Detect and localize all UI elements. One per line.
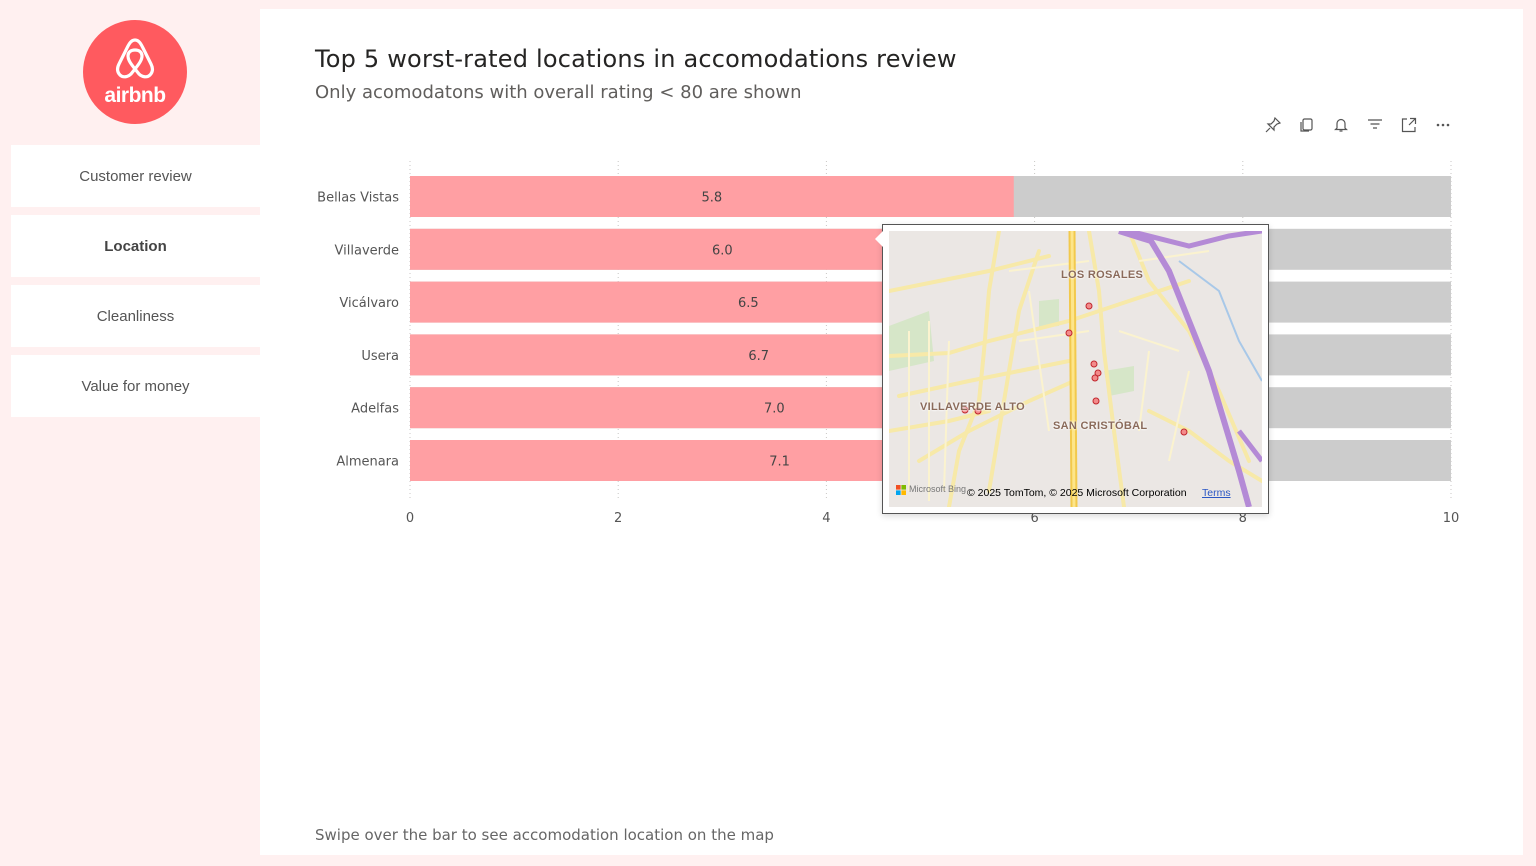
x-tick-label: 8: [1239, 511, 1247, 526]
filter-icon[interactable]: [1365, 115, 1385, 135]
category-label: Bellas Vistas: [317, 191, 399, 206]
copy-icon[interactable]: [1297, 115, 1317, 135]
data-label: 7.1: [769, 455, 790, 470]
microsoft-bing-text: Microsoft Bing: [909, 484, 967, 494]
category-label: Villaverde: [335, 243, 399, 258]
tooltip-pointer: [875, 231, 883, 247]
map-tiles: [889, 231, 1262, 507]
map-copyright: © 2025 TomTom, © 2025 Microsoft Corporat…: [967, 487, 1187, 499]
data-label: 5.8: [702, 191, 723, 206]
x-tick-label: 10: [1443, 511, 1460, 526]
data-label: 6.7: [748, 349, 769, 364]
map-label-san-cristobal: SAN CRISTÓBAL: [1053, 420, 1148, 432]
logo-text: airbnb: [104, 84, 166, 107]
sidebar: airbnb Customer review Location Cleanlin…: [0, 0, 260, 866]
map-label-villaverde-alto: VILLAVERDE ALTO: [920, 401, 1025, 413]
bell-icon[interactable]: [1331, 115, 1351, 135]
map-tooltip: LOS ROSALES VILLAVERDE ALTO SAN CRISTÓBA…: [875, 224, 1269, 514]
x-tick-label: 6: [1030, 511, 1038, 526]
nav-item-location[interactable]: Location: [11, 215, 260, 277]
map-terms-link[interactable]: Terms: [1202, 487, 1231, 499]
nav-item-value-for-money[interactable]: Value for money: [11, 355, 260, 417]
microsoft-logo-icon: [896, 485, 906, 495]
bar[interactable]: [410, 176, 1014, 217]
chart-subtitle: Only acomodatons with overall rating < 8…: [315, 82, 802, 103]
category-label: Vicálvaro: [339, 296, 399, 311]
visual-toolbar: [1263, 115, 1453, 135]
category-label: Almenara: [336, 455, 399, 470]
pin-icon[interactable]: [1263, 115, 1283, 135]
data-label: 6.5: [738, 296, 759, 311]
nav-item-cleanliness[interactable]: Cleanliness: [11, 285, 260, 347]
x-tick-label: 4: [822, 511, 830, 526]
data-label: 6.0: [712, 243, 733, 258]
more-options-icon[interactable]: [1433, 115, 1453, 135]
data-label: 7.0: [764, 402, 785, 417]
map-label-los-rosales: LOS ROSALES: [1061, 269, 1144, 281]
airbnb-logo[interactable]: airbnb: [83, 20, 187, 124]
nav-item-customer-review[interactable]: Customer review: [11, 145, 260, 207]
category-label: Usera: [361, 349, 399, 364]
location-map[interactable]: LOS ROSALES VILLAVERDE ALTO SAN CRISTÓBA…: [889, 231, 1262, 507]
x-tick-label: 0: [406, 511, 414, 526]
category-label: Adelfas: [351, 402, 399, 417]
report-canvas: Top 5 worst-rated locations in accomodat…: [260, 9, 1523, 855]
chart-title: Top 5 worst-rated locations in accomodat…: [315, 45, 957, 73]
airbnb-belo-icon: [116, 38, 154, 79]
focus-mode-icon[interactable]: [1399, 115, 1419, 135]
x-tick-label: 2: [614, 511, 622, 526]
footer-note: Swipe over the bar to see accomodation l…: [315, 826, 774, 844]
